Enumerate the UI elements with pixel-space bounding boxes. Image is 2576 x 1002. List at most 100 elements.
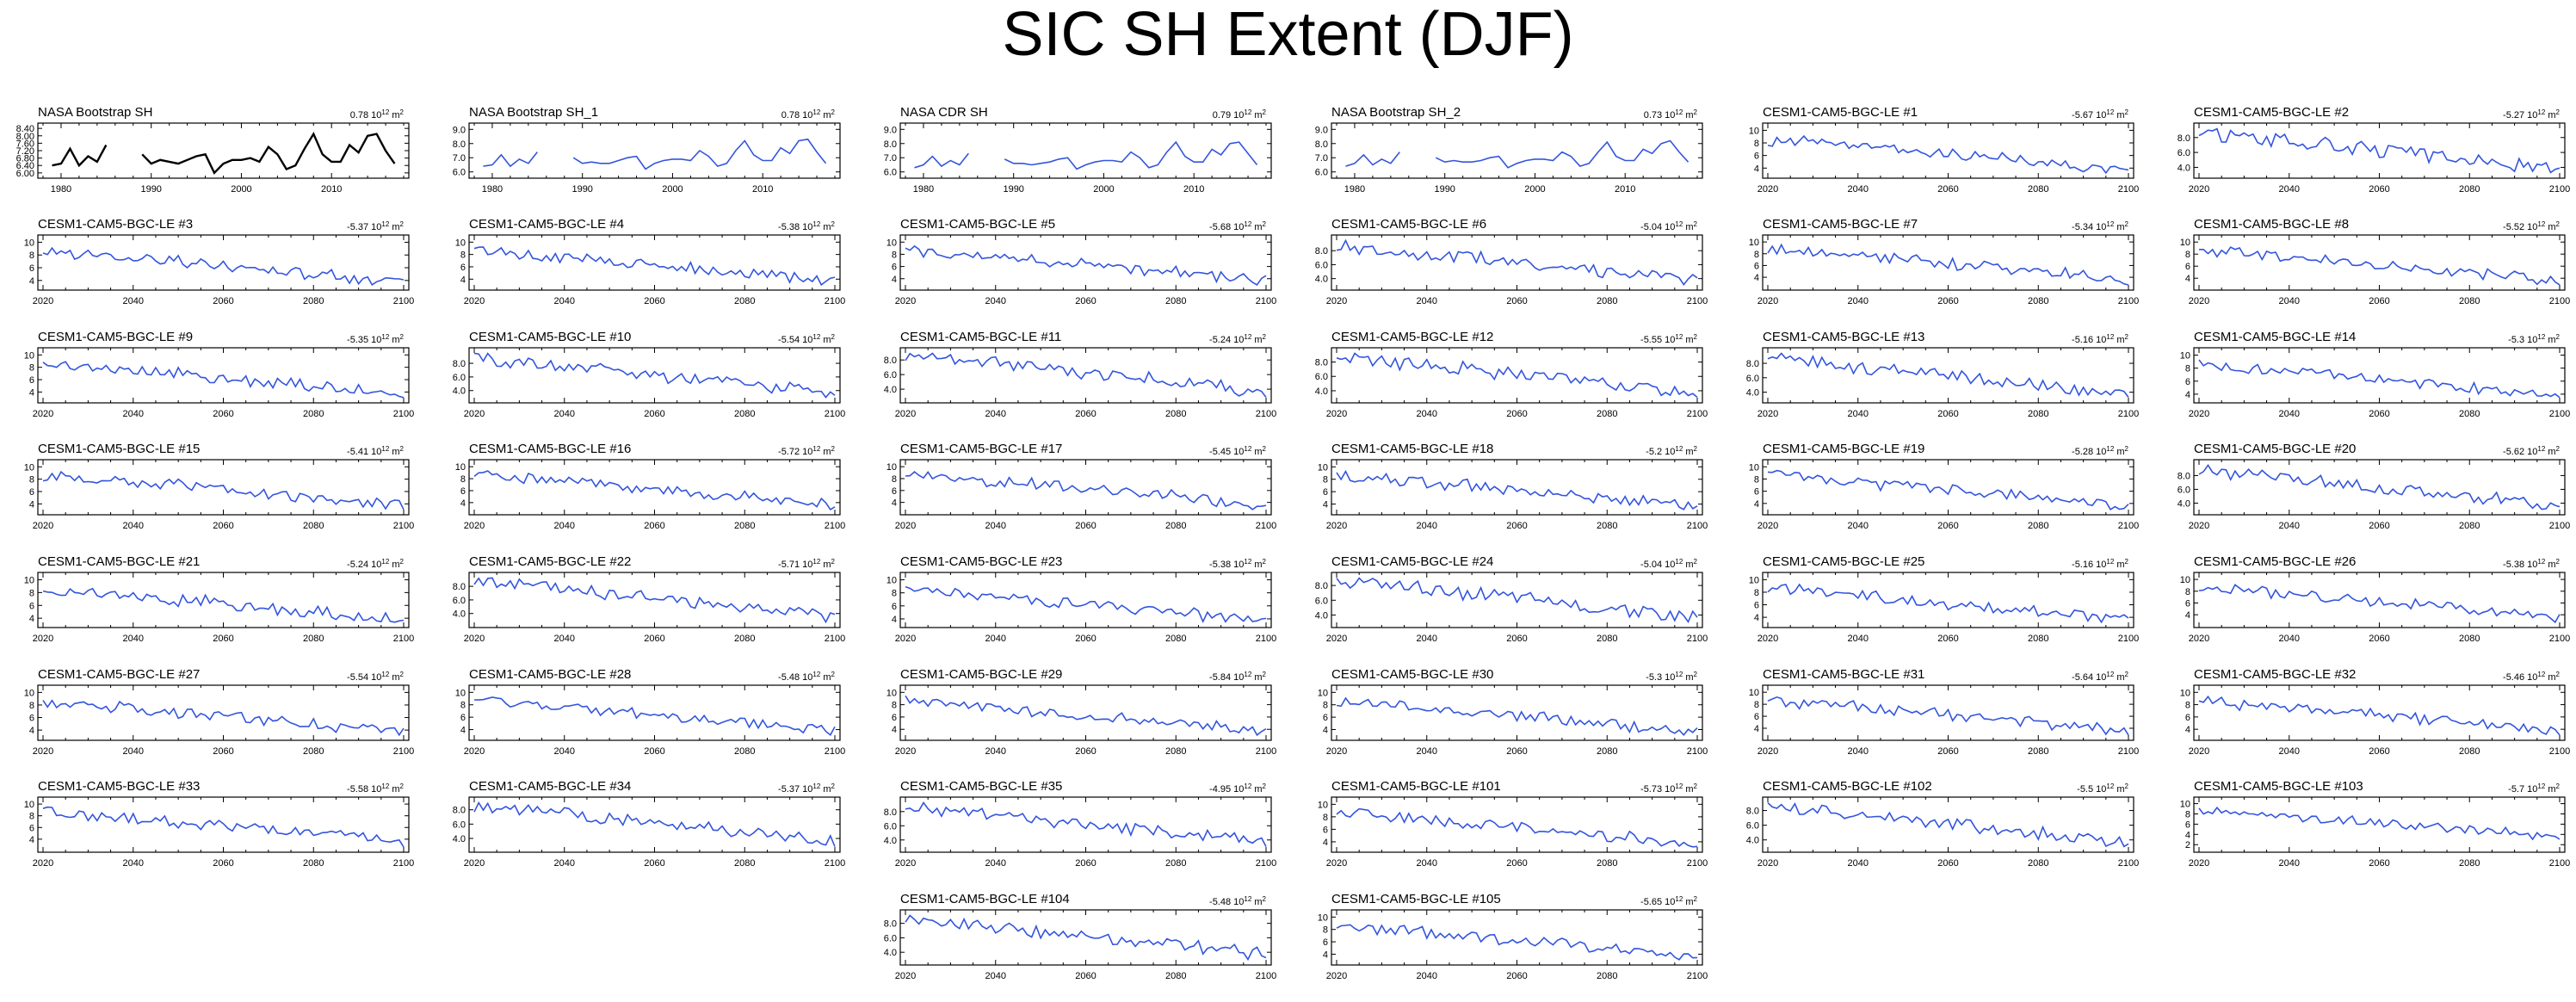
plot-frame — [468, 347, 841, 404]
trend-label: -5.37 1012 m2 — [347, 220, 405, 232]
y-tick-label: 8 — [29, 363, 34, 374]
y-tick-label: 4 — [2185, 725, 2190, 735]
x-tick-label: 2060 — [644, 858, 664, 869]
panel: CESM1-CAM5-BGC-LE #35 -4.95 1012 m2 4.0 6.0… — [884, 779, 1277, 869]
x-tick-label: 2020 — [33, 858, 53, 869]
x-tick-label: 2020 — [1326, 634, 1347, 644]
y-tick-label: 6 — [1754, 712, 1759, 722]
y-tick-label: 4 — [29, 499, 34, 510]
panel-title: CESM1-CAM5-BGC-LE #15 — [38, 442, 200, 456]
y-tick-label: 8 — [2185, 250, 2190, 260]
x-tick-label: 2020 — [33, 746, 53, 757]
series-line — [2198, 127, 2561, 174]
x-tick-label: 2020 — [1757, 521, 1778, 531]
y-tick-label: 6 — [29, 375, 34, 386]
trend-label: -5.38 1012 m2 — [1209, 558, 1267, 570]
x-tick-label: 2020 — [1326, 858, 1347, 869]
panel-title: CESM1-CAM5-BGC-LE #13 — [1763, 330, 1924, 344]
y-tick-label: 10 — [2180, 800, 2190, 810]
plot-frame — [1331, 459, 1703, 516]
y-tick-label: 6.0 — [1315, 372, 1328, 382]
x-tick-label: 2100 — [2118, 296, 2139, 306]
x-tick-label: 1980 — [482, 184, 503, 195]
panel-title: CESM1-CAM5-BGC-LE #14 — [2194, 330, 2356, 344]
x-tick-label: 2060 — [1075, 858, 1096, 869]
y-tick-label: 4 — [29, 387, 34, 398]
series-line — [1336, 469, 1698, 510]
x-tick-label: 2040 — [1417, 409, 1437, 419]
x-tick-label: 2060 — [1937, 521, 1958, 531]
y-tick-label: 6 — [2185, 713, 2190, 723]
x-tick-label: 2040 — [2279, 409, 2300, 419]
x-tick-label: 2020 — [33, 409, 53, 419]
x-tick-label: 2020 — [1757, 746, 1778, 757]
figure-title: SIC SH Extent (DJF) — [1002, 0, 1574, 69]
x-tick-label: 2080 — [303, 409, 324, 419]
x-tick-label: 2020 — [895, 409, 916, 419]
trend-label: -5.16 1012 m2 — [2072, 558, 2129, 570]
y-tick-label: 6 — [1754, 487, 1759, 498]
y-tick-label: 8 — [892, 250, 897, 260]
y-tick-label: 8.00 — [16, 132, 34, 142]
x-tick-label: 2020 — [1757, 858, 1778, 869]
y-tick-label: 4.0 — [1315, 275, 1328, 285]
trend-label: -5.38 1012 m2 — [778, 220, 836, 232]
series-line — [905, 352, 1267, 398]
x-tick-label: 2010 — [752, 184, 773, 195]
series-line — [1336, 924, 1698, 961]
y-tick-label: 4.0 — [453, 834, 466, 844]
panel: CESM1-CAM5-BGC-LE #27 -5.54 1012 m2 4 6 8 10 2… — [24, 667, 414, 757]
panel: CESM1-CAM5-BGC-LE #33 -5.58 1012 m2 4 68 10 2… — [24, 779, 414, 869]
x-tick-label: 2080 — [303, 296, 324, 306]
panel: CESM1-CAM5-BGC-LE #13 -5.16 1012 m2 4.0 6.0… — [1746, 330, 2140, 419]
plot-frame — [899, 347, 1272, 404]
x-tick-label: 2100 — [2118, 521, 2139, 531]
y-tick-label: 6 — [29, 601, 34, 611]
panel-title: CESM1-CAM5-BGC-LE #22 — [469, 554, 631, 569]
x-tick-label: 2060 — [1937, 184, 1958, 195]
x-tick-label: 2100 — [1256, 634, 1276, 644]
y-tick-label: 8.0 — [453, 359, 466, 369]
x-tick-label: 2100 — [2549, 746, 2570, 757]
y-tick-label: 6.0 — [884, 933, 897, 943]
series-line — [2198, 806, 2561, 841]
series-line — [1345, 139, 1690, 169]
y-tick-label: 6 — [29, 263, 34, 274]
trend-label: -5.04 1012 m2 — [1640, 558, 1698, 570]
y-tick-label: 10 — [1749, 688, 1759, 698]
x-tick-label: 2040 — [123, 746, 144, 757]
x-tick-label: 2060 — [1937, 296, 1958, 306]
panel: CESM1-CAM5-BGC-LE #6 -5.04 1012 m2 4.0 6.0 8… — [1315, 217, 1708, 306]
y-tick-label: 4.0 — [2178, 498, 2190, 509]
trend-label: -5.16 1012 m2 — [2072, 333, 2129, 345]
trend-label: -5.67 1012 m2 — [2072, 108, 2129, 121]
series-line — [1336, 807, 1698, 848]
y-tick-label: 4.0 — [884, 948, 897, 958]
y-tick-label: 4 — [892, 725, 897, 735]
y-tick-label: 4 — [1323, 500, 1328, 510]
y-tick-label: 10 — [2180, 238, 2190, 248]
y-tick-label: 10 — [1749, 462, 1759, 473]
x-tick-label: 2040 — [1417, 971, 1437, 981]
y-tick-label: 4.0 — [453, 609, 466, 620]
series-line — [42, 246, 405, 286]
trend-label: -5.52 1012 m2 — [2503, 220, 2561, 232]
x-tick-label: 2100 — [1687, 521, 1708, 531]
series-line — [905, 914, 1267, 962]
x-tick-label: 2040 — [123, 521, 144, 531]
x-tick-label: 2060 — [1506, 409, 1527, 419]
y-tick-label: 4 — [1754, 164, 1759, 174]
plot-frame — [37, 122, 410, 179]
panel: CESM1-CAM5-BGC-LE #20 -5.62 1012 m2 4.0 6.0… — [2178, 442, 2571, 531]
panel: CESM1-CAM5-BGC-LE #28 -5.48 1012 m2 4 6 8 10 2… — [455, 667, 845, 757]
x-tick-label: 2040 — [985, 746, 1006, 757]
y-tick-label: 6 — [2185, 820, 2190, 830]
y-tick-label: 6 — [892, 713, 897, 723]
x-tick-label: 2040 — [554, 296, 575, 306]
y-tick-label: 6 — [29, 714, 34, 724]
x-tick-label: 2020 — [1326, 296, 1347, 306]
x-tick-label: 2040 — [2279, 746, 2300, 757]
panel-title: CESM1-CAM5-BGC-LE #34 — [469, 779, 631, 794]
x-tick-label: 2020 — [895, 746, 916, 757]
trend-label: -5.58 1012 m2 — [347, 782, 405, 795]
